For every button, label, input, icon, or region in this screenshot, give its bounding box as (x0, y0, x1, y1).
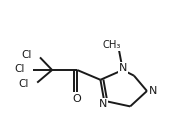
Text: Cl: Cl (18, 79, 29, 89)
Text: Cl: Cl (21, 50, 32, 60)
Text: N: N (99, 99, 108, 109)
Text: Cl: Cl (15, 64, 25, 74)
Text: O: O (73, 94, 82, 104)
Text: N: N (149, 86, 157, 96)
Text: N: N (118, 63, 127, 73)
Text: CH₃: CH₃ (102, 40, 120, 50)
